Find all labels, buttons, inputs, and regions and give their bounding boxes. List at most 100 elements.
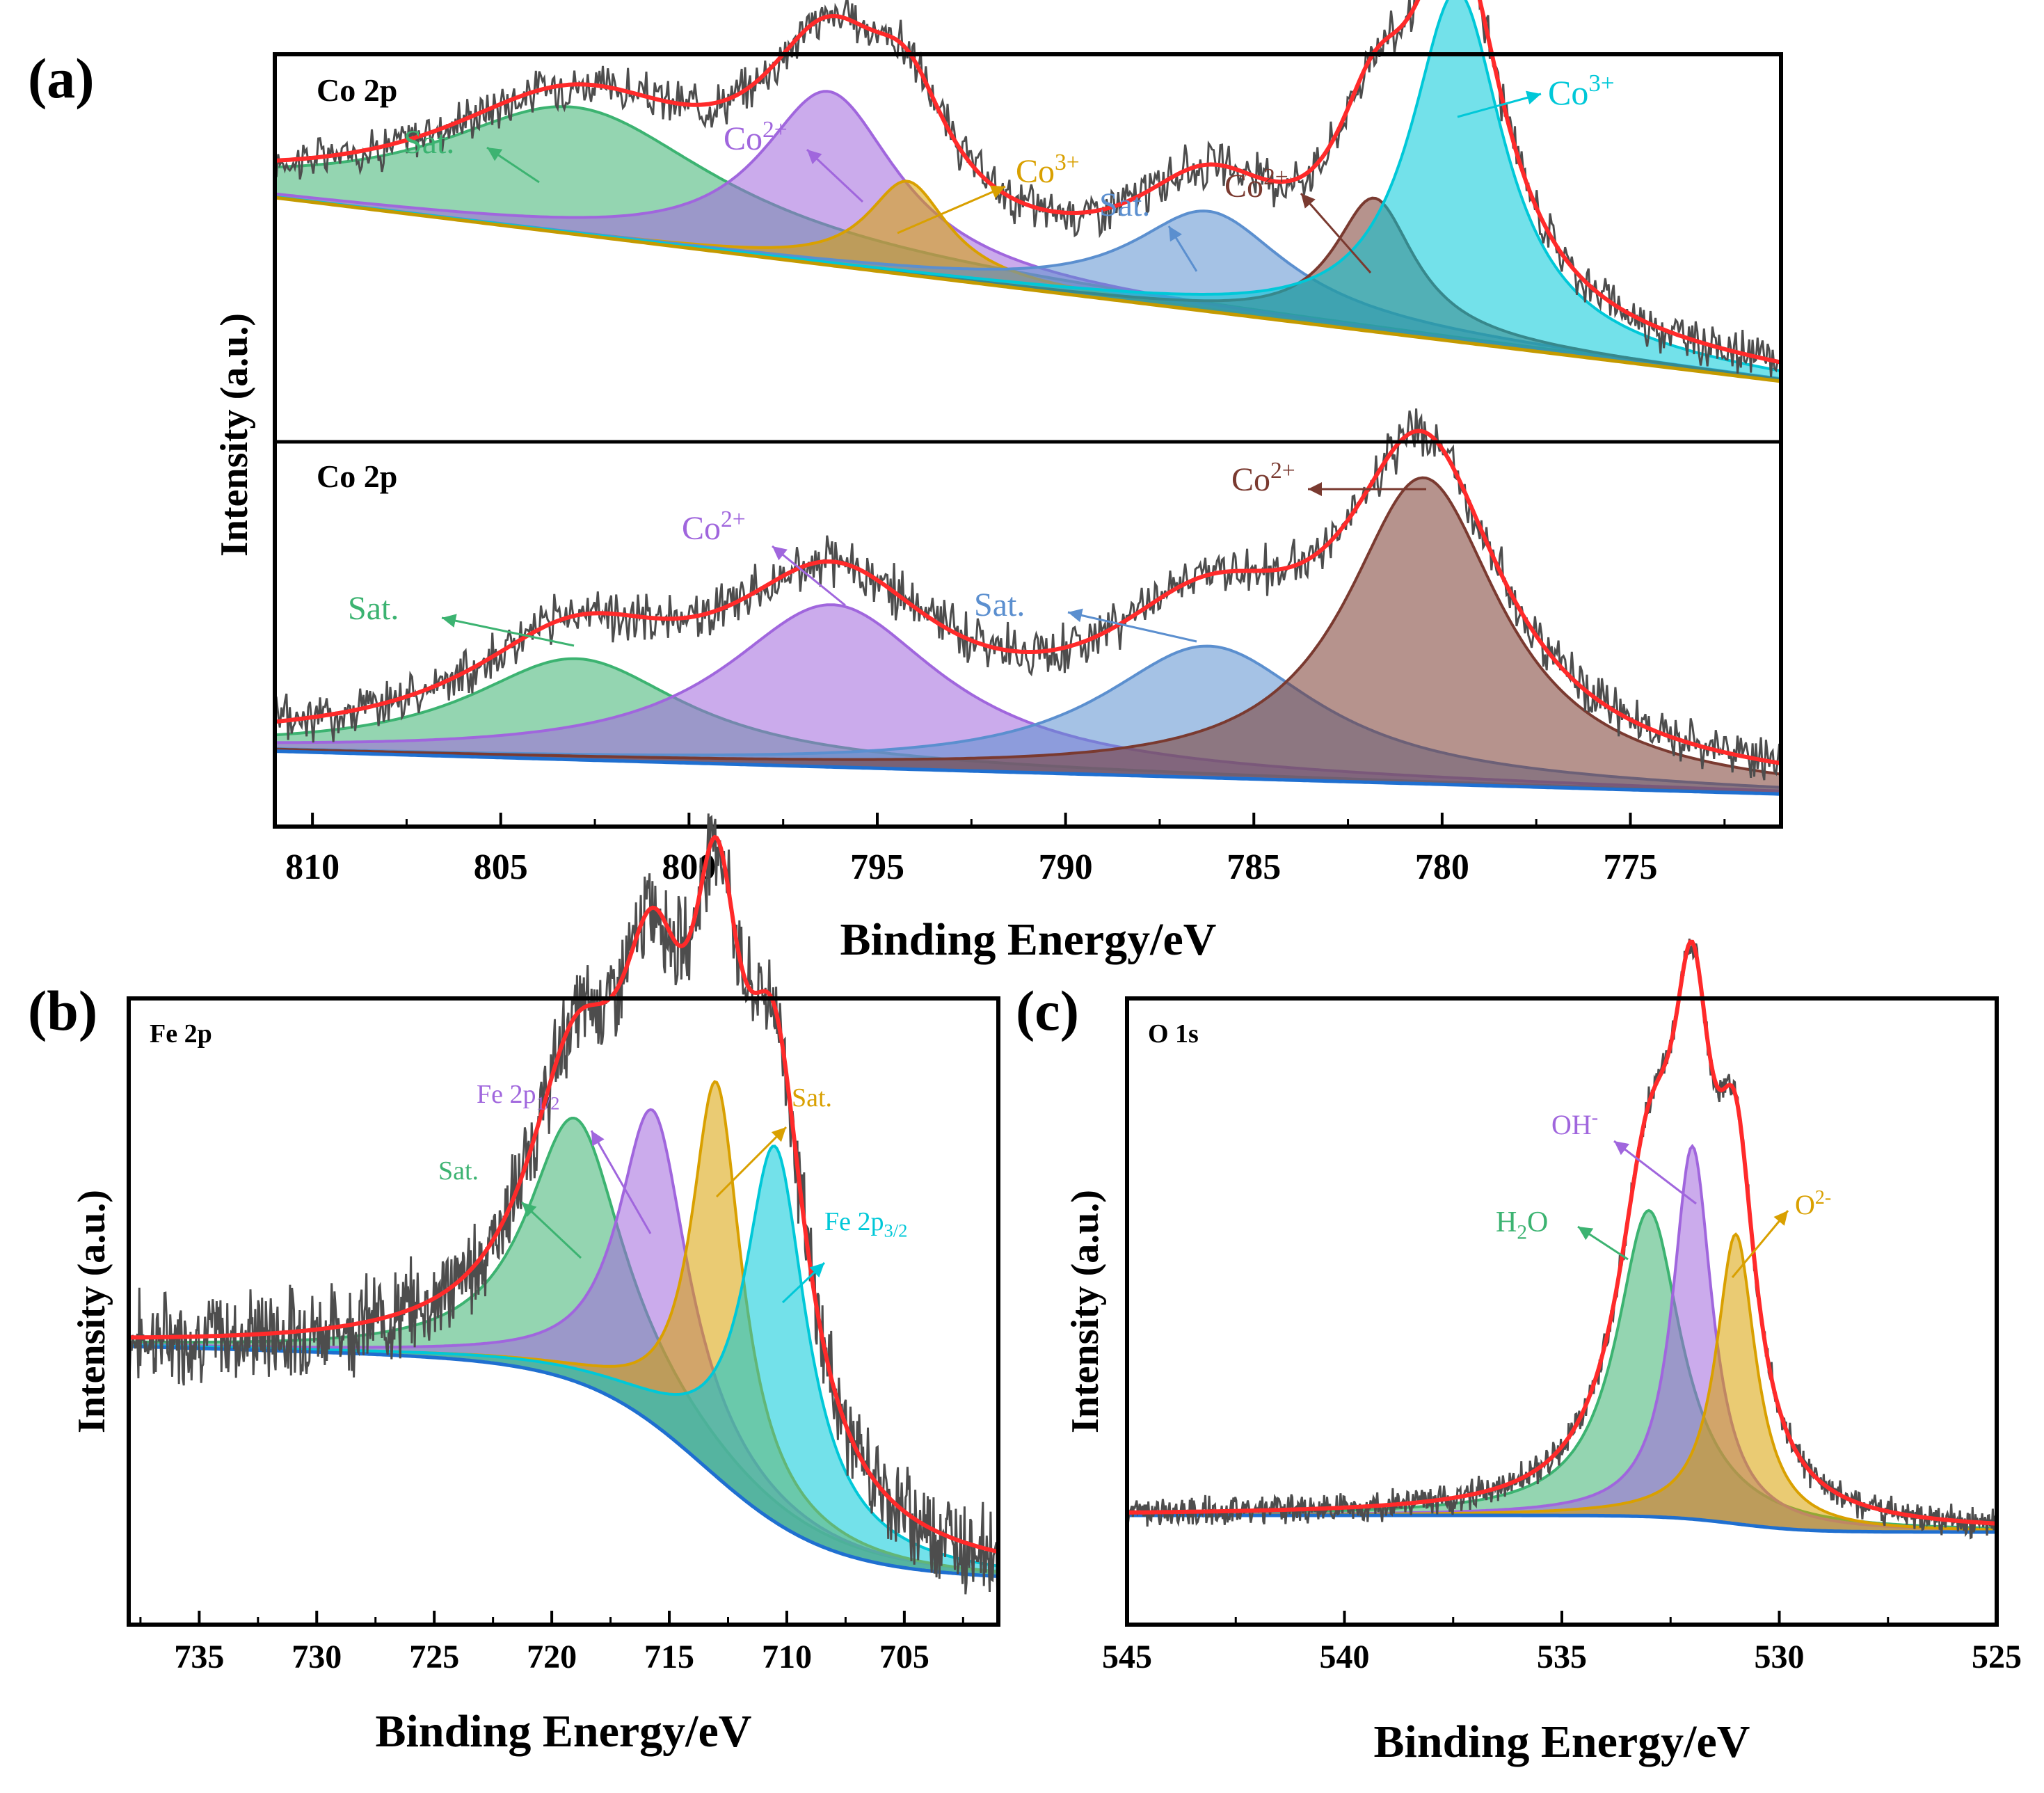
- o1s-title: O 1s: [1148, 1019, 1199, 1049]
- annotation-arrowhead: [1308, 482, 1322, 496]
- x-tick-label: 730: [292, 1639, 342, 1675]
- annotation-label: Fe 2p3/2: [824, 1207, 907, 1241]
- panel-b-x-axis: 735 730 725 720 715 710 705: [139, 1611, 964, 1675]
- annotation-arrow: [1731, 1210, 1789, 1278]
- peak-fill-3: [275, 477, 1781, 795]
- co2p-bottom-title: Co 2p: [317, 459, 397, 494]
- annotation-arrowhead: [522, 1202, 537, 1217]
- x-tick-label: 725: [409, 1639, 459, 1675]
- panel-c-y-label: Intensity (a.u.): [1064, 1190, 1107, 1433]
- x-tick-label: 710: [762, 1639, 812, 1675]
- annotation-arrowhead: [1526, 90, 1541, 104]
- envelope-line: [274, 0, 1782, 365]
- annotation-arrowhead: [1301, 193, 1316, 209]
- annotation-arrowhead: [591, 1131, 605, 1147]
- annotation-arrowhead: [772, 546, 788, 561]
- panel-a-x-label: Binding Energy/eV: [840, 914, 1217, 965]
- annotation-arrow: [1300, 193, 1372, 273]
- annotation-label: Co3+: [1016, 150, 1080, 190]
- co2p-top-plot: Sat. Co2+ Co3+ Sat. Co2+ Co3+: [273, 0, 1782, 383]
- annotation-arrow: [441, 616, 575, 647]
- annotation-arrowhead: [1068, 608, 1083, 623]
- annotation-arrow: [1067, 611, 1197, 643]
- annotation-arrowhead: [1773, 1211, 1788, 1226]
- annotation-arrowhead: [442, 614, 457, 628]
- fe2p-title: Fe 2p: [150, 1019, 212, 1049]
- annotation-label: O2-: [1795, 1187, 1831, 1220]
- x-tick-label: 810: [285, 847, 340, 887]
- x-tick-label: 795: [850, 847, 904, 887]
- peak-fill-1: [129, 1109, 998, 1577]
- peak-fill-1: [275, 605, 1781, 795]
- annotation-label: Sat.: [404, 124, 454, 161]
- annotation-arrowhead: [989, 185, 1005, 199]
- peak-fill-3: [129, 1146, 998, 1577]
- x-tick-label: 545: [1102, 1639, 1152, 1675]
- envelope-line: [274, 429, 1782, 765]
- panel-a-label: (a): [28, 47, 95, 110]
- envelope-line: [129, 834, 999, 1554]
- raw-data-line: [273, 0, 1782, 377]
- annotation-label: Co2+: [724, 117, 788, 157]
- panel-c-label: (c): [1016, 979, 1079, 1042]
- o1s-plot: H2O OH- O2-: [1126, 939, 1998, 1540]
- panel-b: (b) Sat.Fe 2p1/2 Sat.Fe 2p3/2 Fe 2p 735 73…: [28, 813, 1000, 1757]
- raw-data-line: [1126, 939, 1998, 1540]
- annotation-label: Co2+: [1231, 458, 1295, 498]
- annotation-arrowhead: [771, 1127, 786, 1142]
- annotation-label: Co2+: [682, 507, 746, 547]
- annotation-label: Sat.: [438, 1156, 479, 1186]
- x-tick-label: 780: [1415, 847, 1469, 887]
- annotation-arrowhead: [1578, 1227, 1594, 1241]
- x-tick-label: 535: [1537, 1639, 1587, 1675]
- annotation-arrow: [1613, 1140, 1697, 1205]
- panel-c-x-axis: 545 540 535 530 525: [1102, 1611, 2022, 1675]
- background-line: [1127, 1513, 1997, 1534]
- annotation-arrowhead: [1169, 226, 1182, 242]
- annotation-arrow: [897, 185, 1006, 234]
- x-tick-label: 530: [1755, 1639, 1805, 1675]
- co2p-top-title: Co 2p: [317, 72, 397, 108]
- annotation-label: Fe 2p1/2: [477, 1080, 559, 1114]
- x-tick-label: 705: [879, 1639, 929, 1675]
- x-tick-label: 720: [527, 1639, 577, 1675]
- fe2p-plot: Sat. Fe 2p1/2 Sat. Fe 2p3/2: [127, 813, 1000, 1595]
- annotation-label: Sat.: [974, 587, 1025, 623]
- background-line: [274, 749, 1782, 796]
- x-tick-label: 715: [644, 1639, 694, 1675]
- annotation-arrowhead: [1614, 1141, 1629, 1156]
- x-tick-label: 540: [1320, 1639, 1370, 1675]
- annotation-arrow: [590, 1130, 652, 1234]
- annotation-arrowhead: [807, 150, 822, 164]
- x-tick-label: 525: [1972, 1639, 2022, 1675]
- annotation-label: Co3+: [1548, 70, 1615, 112]
- panel-a-y-label: Intensity (a.u.): [213, 313, 256, 557]
- peak-fill-5: [275, 0, 1781, 381]
- annotation-label: Sat.: [348, 590, 399, 627]
- annotation-label: Sat.: [1099, 186, 1150, 223]
- annotation-arrow: [772, 545, 846, 607]
- x-tick-label: 790: [1039, 847, 1093, 887]
- annotation-label: Sat.: [792, 1083, 832, 1113]
- co2p-bottom-plot: Sat. Co2+ Sat. Co2+: [273, 408, 1782, 796]
- annotation-label: OH-: [1551, 1107, 1598, 1140]
- x-tick-label: 775: [1604, 847, 1658, 887]
- annotation-arrow: [715, 1126, 788, 1198]
- annotation-arrowhead: [487, 148, 503, 161]
- peak-line-3: [274, 476, 1782, 776]
- x-tick-label: 735: [174, 1639, 224, 1675]
- panel-a: (a) Sat. Co2+Co3+Sat.Co2+Co3+ Sat.Co2+Sat…: [28, 0, 1783, 965]
- peak-fill-0: [1127, 1210, 1997, 1532]
- annotation-arrow: [1457, 93, 1542, 118]
- raw-data-line: [273, 408, 1782, 781]
- peak-fill-0: [275, 106, 1781, 381]
- panel-a-x-axis: 810 805 800 795 790 785 780 775: [285, 813, 1726, 887]
- envelope-line: [1127, 939, 1997, 1526]
- panel-c-x-label: Binding Energy/eV: [1374, 1716, 1750, 1767]
- annotation-label: Co2+: [1224, 164, 1288, 205]
- panel-b-x-label: Binding Energy/eV: [376, 1706, 752, 1757]
- background-line: [274, 196, 1782, 383]
- panel-c: (c) H2O OH- O2- O 1s 545 540 535 530 525 Bindi…: [1016, 939, 2022, 1767]
- panel-b-frame: [127, 996, 1000, 1627]
